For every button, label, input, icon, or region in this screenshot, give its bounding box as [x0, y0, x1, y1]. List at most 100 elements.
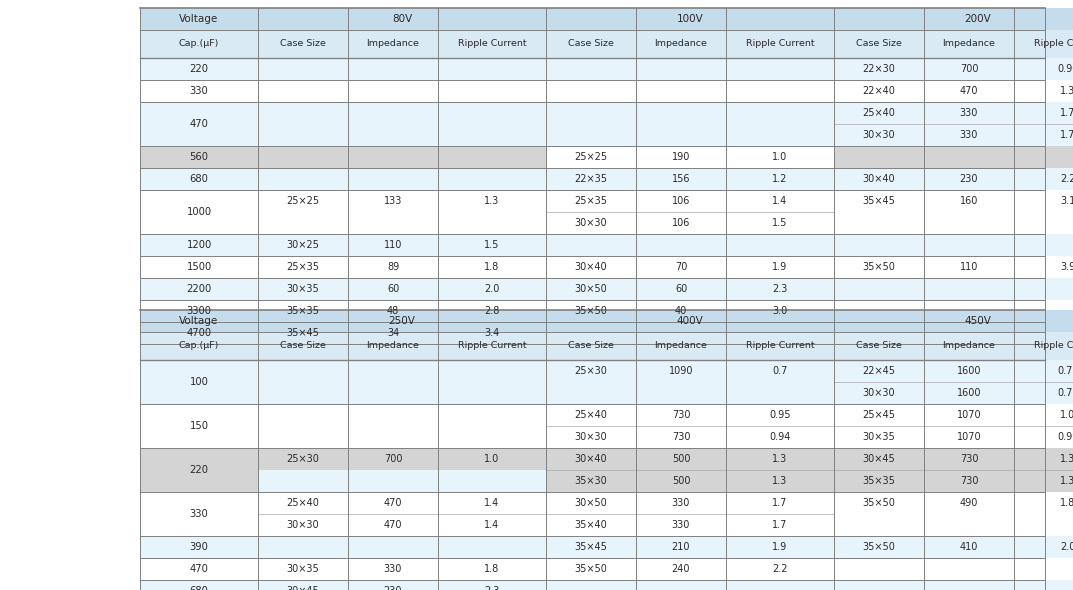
Text: 22×35: 22×35: [574, 174, 607, 184]
Text: Case Size: Case Size: [568, 342, 614, 350]
Bar: [546, 322, 636, 344]
Text: 1200: 1200: [187, 240, 211, 250]
Text: 730: 730: [959, 454, 979, 464]
Text: 1.9: 1.9: [773, 542, 788, 552]
Bar: [258, 190, 348, 212]
Text: 680: 680: [190, 586, 208, 590]
Text: 35×35: 35×35: [286, 306, 320, 316]
Text: 3.4: 3.4: [484, 328, 500, 338]
Bar: [258, 256, 348, 278]
Bar: [726, 558, 834, 580]
Bar: [636, 58, 726, 80]
Text: 30×50: 30×50: [575, 498, 607, 508]
Bar: [546, 212, 636, 234]
Bar: [924, 234, 1014, 256]
Bar: [924, 448, 1014, 470]
Bar: [438, 278, 546, 300]
Text: Ripple Current: Ripple Current: [746, 342, 814, 350]
Bar: [348, 234, 438, 256]
Bar: [258, 322, 348, 344]
Text: Ripple Current: Ripple Current: [1033, 342, 1073, 350]
Bar: [258, 514, 348, 536]
Bar: [636, 360, 726, 382]
Bar: [139, 322, 258, 344]
Bar: [438, 404, 546, 448]
Text: 1.8: 1.8: [484, 262, 500, 272]
Text: 3.9: 3.9: [1060, 262, 1073, 272]
Text: 110: 110: [384, 240, 402, 250]
Text: 35×30: 35×30: [575, 476, 607, 486]
Text: 35×40: 35×40: [575, 520, 607, 530]
Bar: [726, 492, 834, 514]
Text: 1.9: 1.9: [773, 262, 788, 272]
Bar: [438, 536, 546, 558]
Text: 2.0: 2.0: [1060, 542, 1073, 552]
Text: 30×40: 30×40: [863, 174, 895, 184]
Bar: [834, 124, 924, 146]
Bar: [726, 234, 834, 256]
Bar: [1014, 278, 1073, 300]
Text: 30×30: 30×30: [863, 130, 895, 140]
Bar: [726, 514, 834, 536]
Text: 730: 730: [672, 432, 690, 442]
Bar: [438, 580, 546, 590]
Text: 450V: 450V: [965, 316, 991, 326]
Bar: [348, 492, 438, 514]
Text: Ripple Current: Ripple Current: [458, 342, 527, 350]
Bar: [1014, 514, 1073, 536]
Bar: [834, 492, 924, 514]
Bar: [258, 168, 348, 190]
Bar: [1014, 190, 1073, 212]
Bar: [924, 580, 1014, 590]
Text: 35×50: 35×50: [863, 542, 896, 552]
Bar: [924, 146, 1014, 168]
Bar: [139, 300, 258, 322]
Bar: [834, 190, 924, 212]
Text: 25×40: 25×40: [863, 108, 896, 118]
Bar: [546, 404, 636, 426]
Bar: [924, 322, 1014, 344]
Bar: [924, 492, 1014, 514]
Bar: [1014, 256, 1073, 278]
Bar: [726, 278, 834, 300]
Bar: [924, 514, 1014, 536]
Bar: [834, 558, 924, 580]
Bar: [636, 332, 726, 360]
Text: 25×25: 25×25: [286, 196, 320, 206]
Text: 1600: 1600: [957, 388, 981, 398]
Text: 3.1: 3.1: [1060, 196, 1073, 206]
Text: 0.96: 0.96: [1057, 64, 1073, 74]
Bar: [348, 404, 438, 448]
Text: 30×25: 30×25: [286, 240, 320, 250]
Bar: [546, 448, 636, 470]
Bar: [438, 102, 546, 146]
Bar: [834, 58, 924, 80]
Bar: [348, 30, 438, 58]
Bar: [726, 168, 834, 190]
Text: Ripple Current: Ripple Current: [458, 40, 527, 48]
Text: 35×35: 35×35: [863, 476, 896, 486]
Bar: [1014, 80, 1073, 102]
Bar: [258, 448, 348, 470]
Text: 1090: 1090: [668, 366, 693, 376]
Bar: [636, 382, 726, 404]
Text: 2.2: 2.2: [773, 564, 788, 574]
Bar: [924, 278, 1014, 300]
Text: 3.0: 3.0: [773, 306, 788, 316]
Text: 500: 500: [672, 476, 690, 486]
Text: 1.3: 1.3: [773, 476, 788, 486]
Text: 400V: 400V: [677, 316, 704, 326]
Bar: [438, 212, 546, 234]
Bar: [726, 536, 834, 558]
Text: 330: 330: [672, 520, 690, 530]
Text: 3300: 3300: [187, 306, 211, 316]
Bar: [348, 448, 438, 470]
Text: 1.3: 1.3: [773, 454, 788, 464]
Bar: [438, 30, 546, 58]
Text: 60: 60: [387, 284, 399, 294]
Text: 230: 230: [959, 174, 979, 184]
Bar: [1014, 146, 1073, 168]
Bar: [726, 58, 834, 80]
Text: Impedance: Impedance: [942, 40, 996, 48]
Bar: [258, 58, 348, 80]
